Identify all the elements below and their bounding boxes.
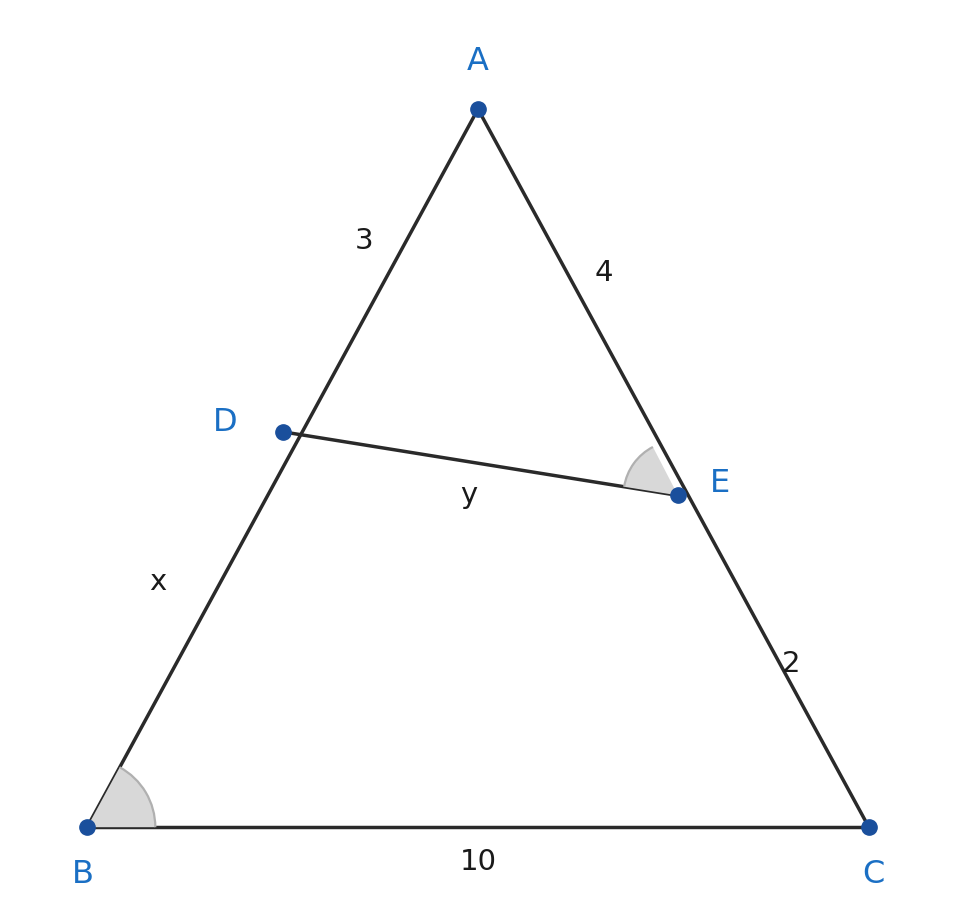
Text: y: y	[460, 482, 478, 509]
Text: D: D	[212, 407, 237, 438]
Text: A: A	[467, 46, 489, 77]
Text: 3: 3	[355, 227, 374, 255]
Text: x: x	[149, 568, 166, 595]
Text: 2: 2	[782, 650, 801, 677]
Text: 4: 4	[595, 259, 613, 286]
Polygon shape	[624, 447, 678, 495]
Text: B: B	[72, 859, 94, 890]
Text: E: E	[709, 468, 730, 499]
Text: C: C	[862, 859, 884, 890]
Text: 10: 10	[460, 848, 496, 875]
Polygon shape	[87, 767, 155, 827]
